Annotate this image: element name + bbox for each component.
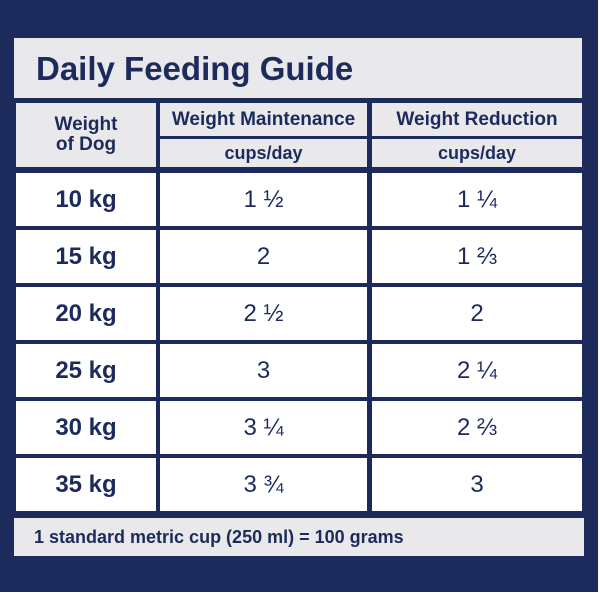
header-weight-maintenance: Weight Maintenance [160,103,367,136]
row-weight-20kg: 20 kg [16,287,156,340]
row-weight-25kg: 25 kg [16,344,156,397]
unit-reduction: cups/day [372,139,582,167]
page-title: Daily Feeding Guide [36,50,354,87]
row-reduction-20kg: 2 [372,287,582,340]
row-weight-35kg: 35 kg [16,458,156,511]
row-maintenance-25kg: 3 [160,344,367,397]
footer-note: 1 standard metric cup (250 ml) = 100 gra… [34,527,404,547]
row-reduction-25kg: 2 ¼ [372,344,582,397]
bottom-strip [0,592,600,595]
row-maintenance-30kg: 3 ¼ [160,401,367,454]
header-weight-of-dog: Weight of Dog [16,103,156,167]
row-weight-30kg: 30 kg [16,401,156,454]
header-weight-line2: of Dog [55,134,117,155]
title-bar: Daily Feeding Guide [14,38,582,98]
row-maintenance-15kg: 2 [160,230,367,283]
header-weight-line1: Weight [54,114,118,135]
row-reduction-30kg: 2 ⅔ [372,401,582,454]
row-maintenance-10kg: 1 ½ [160,173,367,226]
header-weight-reduction: Weight Reduction [372,103,582,136]
row-weight-15kg: 15 kg [16,230,156,283]
row-weight-10kg: 10 kg [16,173,156,226]
row-maintenance-35kg: 3 ¾ [160,458,367,511]
footer-bar: 1 standard metric cup (250 ml) = 100 gra… [14,518,584,556]
row-reduction-35kg: 3 [372,458,582,511]
unit-maintenance: cups/day [160,139,367,167]
row-reduction-15kg: 1 ⅔ [372,230,582,283]
row-reduction-10kg: 1 ¼ [372,173,582,226]
row-maintenance-20kg: 2 ½ [160,287,367,340]
